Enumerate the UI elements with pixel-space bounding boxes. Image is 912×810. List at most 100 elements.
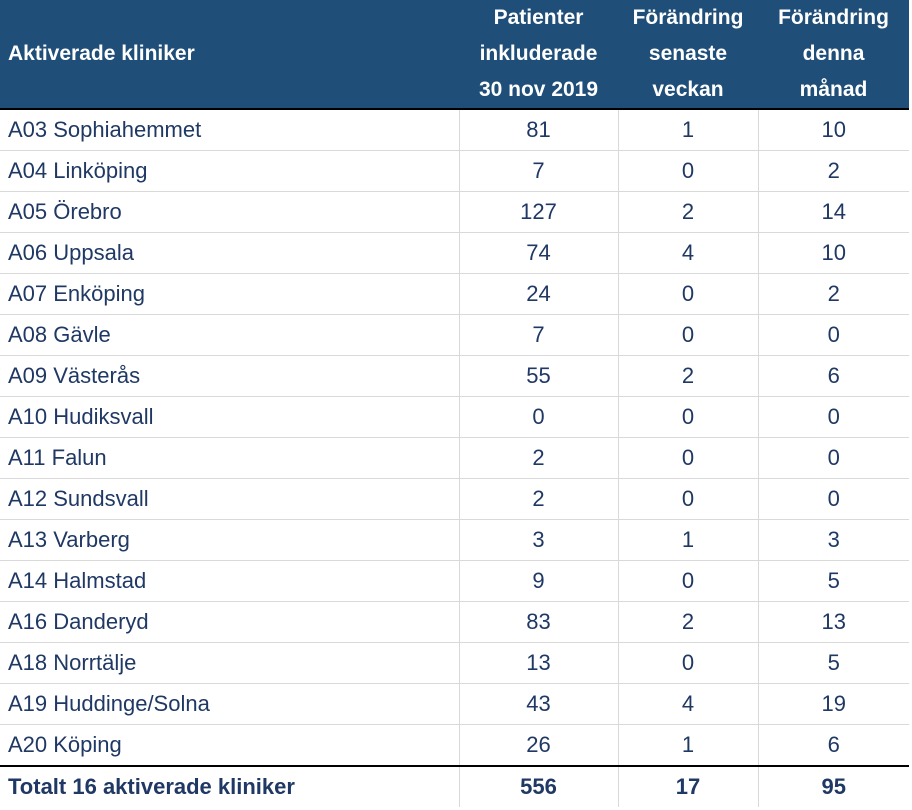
- patients-included: 81: [459, 109, 619, 151]
- change-this-month: 14: [758, 191, 909, 233]
- change-last-week: 0: [618, 478, 759, 520]
- table-row: A14 Halmstad 9 0 5: [0, 560, 909, 602]
- patients-included: 9: [459, 560, 619, 602]
- patients-included: 7: [459, 314, 619, 356]
- clinic-name: A18 Norrtälje: [0, 642, 460, 684]
- change-last-week: 0: [618, 396, 759, 438]
- patients-included: 0: [459, 396, 619, 438]
- table-row: A20 Köping 26 1 6: [0, 724, 909, 767]
- change-this-month: 2: [758, 150, 909, 192]
- change-last-week: 0: [618, 314, 759, 356]
- change-this-month: 3: [758, 519, 909, 561]
- table-row: A08 Gävle 7 0 0: [0, 314, 909, 356]
- clinic-name: A09 Västerås: [0, 355, 460, 397]
- total-row: Totalt 16 aktiverade kliniker 556 17 95: [0, 765, 909, 807]
- change-last-week: 2: [618, 191, 759, 233]
- header-line: Förändring: [632, 6, 744, 29]
- table-row: A10 Hudiksvall 0 0 0: [0, 396, 909, 438]
- change-last-week: 2: [618, 355, 759, 397]
- change-this-month: 19: [758, 683, 909, 725]
- patients-included: 24: [459, 273, 619, 315]
- table-row: A19 Huddinge/Solna 43 4 19: [0, 683, 909, 725]
- header-line: Patienter: [493, 6, 584, 29]
- change-last-week: 0: [618, 273, 759, 315]
- clinic-name: A08 Gävle: [0, 314, 460, 356]
- table-row: A16 Danderyd 83 2 13: [0, 601, 909, 643]
- patients-included: 26: [459, 724, 619, 767]
- patients-included: 127: [459, 191, 619, 233]
- clinic-name: A12 Sundsvall: [0, 478, 460, 520]
- total-change-last-week: 17: [618, 765, 759, 807]
- clinic-name: A10 Hudiksvall: [0, 396, 460, 438]
- clinic-name: A13 Varberg: [0, 519, 460, 561]
- change-this-month: 2: [758, 273, 909, 315]
- change-last-week: 1: [618, 519, 759, 561]
- clinic-name: A07 Enköping: [0, 273, 460, 315]
- clinic-name: A19 Huddinge/Solna: [0, 683, 460, 725]
- change-last-week: 1: [618, 724, 759, 767]
- header-line: inkluderade: [479, 42, 598, 65]
- header-line: Förändring: [778, 6, 889, 29]
- table-row: A04 Linköping 7 0 2: [0, 150, 909, 192]
- clinic-name: A03 Sophiahemmet: [0, 109, 460, 151]
- change-this-month: 6: [758, 724, 909, 767]
- change-this-month: 0: [758, 478, 909, 520]
- table-row: A05 Örebro 127 2 14: [0, 191, 909, 233]
- table-row: A09 Västerås 55 2 6: [0, 355, 909, 397]
- total-patients-included: 556: [459, 765, 619, 807]
- change-this-month: 10: [758, 109, 909, 151]
- change-last-week: 2: [618, 601, 759, 643]
- change-last-week: 0: [618, 642, 759, 684]
- change-this-month: 0: [758, 396, 909, 438]
- change-this-month: 5: [758, 560, 909, 602]
- header-change-last-week: Förändring senaste veckan: [618, 0, 758, 110]
- clinic-name: A16 Danderyd: [0, 601, 460, 643]
- clinic-name: A06 Uppsala: [0, 232, 460, 274]
- header-line: 30 nov 2019: [478, 78, 599, 101]
- change-this-month: 10: [758, 232, 909, 274]
- patients-included: 74: [459, 232, 619, 274]
- patients-included: 2: [459, 437, 619, 479]
- change-last-week: 0: [618, 560, 759, 602]
- header-line: månad: [799, 78, 868, 101]
- table-row: A03 Sophiahemmet 81 1 10: [0, 109, 909, 151]
- patients-included: 43: [459, 683, 619, 725]
- patients-included: 3: [459, 519, 619, 561]
- change-last-week: 4: [618, 683, 759, 725]
- change-this-month: 13: [758, 601, 909, 643]
- header-change-this-month: Förändring denna månad: [758, 0, 909, 110]
- clinic-name: A14 Halmstad: [0, 560, 460, 602]
- patients-included: 83: [459, 601, 619, 643]
- patients-included: 55: [459, 355, 619, 397]
- total-change-this-month: 95: [758, 765, 909, 807]
- change-this-month: 0: [758, 437, 909, 479]
- change-last-week: 0: [618, 150, 759, 192]
- header-line: senaste: [648, 42, 728, 65]
- patients-included: 2: [459, 478, 619, 520]
- table-row: A07 Enköping 24 0 2: [0, 273, 909, 315]
- clinic-name: A05 Örebro: [0, 191, 460, 233]
- header-line: denna: [802, 42, 865, 65]
- patients-included: 7: [459, 150, 619, 192]
- header-row: Aktiverade kliniker Patienter inkluderad…: [0, 0, 909, 110]
- total-label: Totalt 16 aktiverade kliniker: [0, 765, 460, 807]
- change-this-month: 5: [758, 642, 909, 684]
- change-last-week: 1: [618, 109, 759, 151]
- header-patients-included: Patienter inkluderade 30 nov 2019: [459, 0, 618, 110]
- change-this-month: 6: [758, 355, 909, 397]
- clinic-name: A11 Falun: [0, 437, 460, 479]
- table-row: A11 Falun 2 0 0: [0, 437, 909, 479]
- clinic-name: A20 Köping: [0, 724, 460, 767]
- patients-included: 13: [459, 642, 619, 684]
- table-row: A12 Sundsvall 2 0 0: [0, 478, 909, 520]
- change-last-week: 0: [618, 437, 759, 479]
- change-last-week: 4: [618, 232, 759, 274]
- table-row: A18 Norrtälje 13 0 5: [0, 642, 909, 684]
- table-row: A06 Uppsala 74 4 10: [0, 232, 909, 274]
- header-line: veckan: [652, 78, 724, 101]
- header-clinics: Aktiverade kliniker: [0, 0, 459, 110]
- clinic-name: A04 Linköping: [0, 150, 460, 192]
- table-row: A13 Varberg 3 1 3: [0, 519, 909, 561]
- change-this-month: 0: [758, 314, 909, 356]
